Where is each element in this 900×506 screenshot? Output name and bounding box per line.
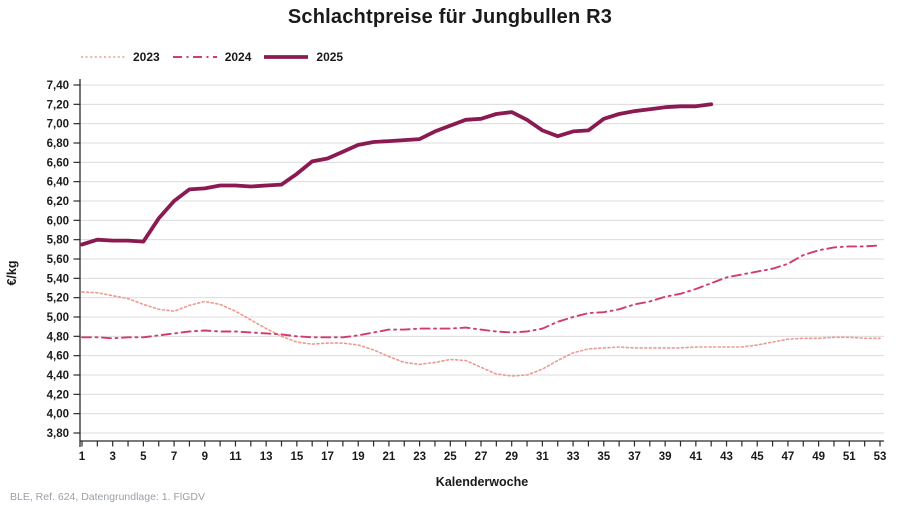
legend-item-2023: 2023 (80, 50, 160, 64)
y-tick-label: 5,20 (47, 293, 69, 305)
y-tick-label: 7,00 (47, 119, 69, 131)
legend-label: 2024 (224, 50, 252, 64)
y-tick-label: 5,60 (47, 254, 69, 266)
legend-line-sample-solid (264, 55, 309, 59)
x-tick-label: 13 (260, 451, 273, 463)
y-tick-label: 5,80 (47, 235, 69, 247)
chart-title: Schlachtpreise für Jungbullen R3 (287, 6, 613, 28)
y-tick-label: 6,40 (47, 177, 69, 189)
legend-line-sample-dashdot (172, 56, 217, 58)
y-tick-label: 6,60 (47, 157, 69, 169)
y-tick-label: 4,60 (47, 351, 69, 363)
x-tick-label: 3 (109, 451, 115, 463)
x-tick-label: 33 (567, 451, 580, 463)
x-tick-labels: 1 3 5 7 9 11 13 15 17 19 21 23 25 27 29 31 33 35 37 39 41 43 4… (79, 441, 887, 463)
y-axis-label: €/kg (5, 260, 19, 285)
x-tick-label: 53 (874, 451, 887, 463)
x-tick-label: 21 (383, 451, 396, 463)
x-tick-label: 17 (321, 451, 334, 463)
x-tick-label: 49 (812, 451, 825, 463)
x-tick-label: 23 (413, 451, 426, 463)
legend-item-2025: 2025 (263, 50, 343, 64)
axes (79, 79, 884, 447)
series-2023-line (81, 291, 881, 377)
x-tick-label: 35 (597, 451, 610, 463)
y-tick-label: 5,40 (47, 273, 69, 285)
legend-line-sample-dotted (81, 56, 125, 58)
x-tick-label: 9 (202, 451, 208, 463)
x-tick-label: 1 (79, 451, 86, 463)
y-tick-label: 6,80 (47, 138, 69, 150)
legend: 2023 2024 2025 (80, 50, 343, 64)
y-tick-labels: 3,80 4,00 4,20 4,40 4,60 4,80 5,00 5,20 5,40 5,60… (47, 80, 80, 440)
x-axis-label: Kalenderwoche (436, 475, 528, 489)
series (80, 102, 881, 377)
series-2025-line (80, 102, 714, 247)
y-tick-label: 4,00 (47, 409, 69, 421)
x-tick-label: 19 (352, 451, 365, 463)
x-tick-label: 31 (536, 451, 549, 463)
x-tick-label: 45 (751, 451, 764, 463)
x-tick-label: 15 (290, 451, 303, 463)
x-tick-label: 47 (782, 451, 795, 463)
y-tick-label: 7,40 (47, 80, 69, 92)
x-tick-label: 51 (843, 451, 856, 463)
x-tick-label: 43 (720, 451, 733, 463)
x-tick-label: 27 (475, 451, 488, 463)
x-tick-label: 5 (140, 451, 147, 463)
x-tick-label: 37 (628, 451, 641, 463)
x-tick-label: 39 (659, 451, 672, 463)
legend-label: 2023 (133, 50, 160, 64)
source-note: BLE, Ref. 624, Datengrundlage: 1. FlGDV (10, 491, 205, 503)
legend-item-2024: 2024 (172, 50, 252, 64)
y-tick-label: 6,00 (47, 215, 69, 227)
x-tick-label: 41 (689, 451, 702, 463)
gridlines (80, 84, 884, 434)
y-tick-label: 5,00 (47, 312, 69, 324)
y-tick-label: 4,80 (47, 331, 69, 343)
x-tick-label: 29 (505, 451, 518, 463)
x-tick-label: 25 (444, 451, 457, 463)
y-tick-label: 7,20 (47, 99, 69, 111)
y-tick-label: 4,40 (47, 370, 69, 382)
y-tick-label: 4,20 (47, 389, 69, 401)
x-tick-label: 7 (171, 451, 177, 463)
x-tick-label: 11 (229, 451, 242, 463)
series-2024-line (81, 244, 881, 340)
legend-label: 2025 (316, 50, 344, 64)
y-tick-label: 6,20 (47, 196, 69, 208)
y-tick-label: 3,80 (47, 428, 69, 440)
